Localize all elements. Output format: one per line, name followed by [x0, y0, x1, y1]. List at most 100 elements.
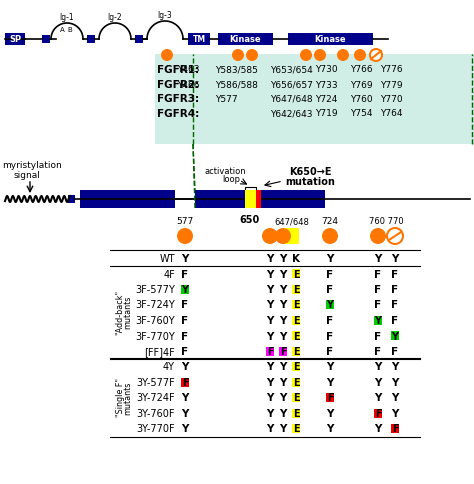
Bar — [292, 270, 300, 278]
Bar — [195, 191, 325, 209]
Text: Y776: Y776 — [380, 65, 402, 75]
Text: signal: signal — [14, 170, 41, 179]
Bar — [218, 34, 273, 46]
Circle shape — [177, 228, 193, 244]
Text: Y: Y — [266, 424, 273, 434]
Text: F: F — [182, 377, 188, 387]
Text: F: F — [392, 346, 399, 356]
Bar — [374, 408, 382, 418]
Text: Y: Y — [279, 316, 287, 325]
Text: Y719: Y719 — [315, 109, 337, 118]
Circle shape — [246, 50, 258, 62]
Text: Y: Y — [374, 362, 382, 372]
Text: Y: Y — [266, 316, 273, 325]
Text: 3F-577Y: 3F-577Y — [135, 285, 175, 294]
Text: 3Y-724F: 3Y-724F — [137, 393, 175, 403]
Text: E: E — [292, 316, 299, 325]
Bar — [292, 285, 300, 294]
Bar — [245, 191, 256, 209]
Circle shape — [354, 50, 366, 62]
Text: "Single F": "Single F" — [116, 378, 125, 417]
Text: Y642/643: Y642/643 — [270, 109, 312, 118]
Circle shape — [262, 228, 278, 244]
Text: E: E — [292, 285, 299, 294]
Bar — [68, 196, 75, 204]
Text: 724: 724 — [321, 217, 338, 226]
Text: E: E — [292, 377, 299, 387]
Text: Y: Y — [279, 331, 287, 341]
Bar — [326, 301, 334, 309]
Bar — [292, 393, 300, 402]
Text: Y: Y — [374, 393, 382, 403]
Text: F: F — [392, 316, 399, 325]
Bar — [155, 55, 474, 145]
Text: F: F — [392, 269, 399, 279]
Circle shape — [387, 228, 403, 244]
Text: F: F — [327, 316, 334, 325]
Text: mutants: mutants — [124, 380, 133, 414]
Bar — [292, 378, 300, 387]
Text: F: F — [374, 300, 382, 310]
Text: F: F — [392, 300, 399, 310]
Text: Y: Y — [279, 408, 287, 418]
Text: F: F — [182, 331, 189, 341]
Text: Y730: Y730 — [315, 65, 337, 75]
Text: E: E — [292, 362, 299, 372]
Bar — [87, 36, 95, 44]
Text: Ig-1: Ig-1 — [60, 14, 74, 22]
Text: Y: Y — [327, 300, 334, 310]
Text: Y: Y — [279, 393, 287, 403]
Text: Y: Y — [266, 331, 273, 341]
Text: F: F — [374, 346, 382, 356]
Text: Y: Y — [182, 362, 189, 372]
Text: Y: Y — [279, 424, 287, 434]
Bar — [292, 301, 300, 309]
Text: myristylation: myristylation — [2, 160, 62, 169]
Bar — [42, 36, 50, 44]
Text: Y: Y — [279, 300, 287, 310]
Text: 760 770: 760 770 — [369, 217, 403, 226]
Bar — [279, 347, 287, 356]
Text: Kinase: Kinase — [229, 35, 261, 45]
Text: Y: Y — [182, 254, 189, 263]
Bar — [135, 36, 143, 44]
Text: Y: Y — [266, 300, 273, 310]
Text: loop: loop — [222, 175, 240, 184]
Text: SP: SP — [9, 35, 21, 45]
Text: Y: Y — [266, 254, 273, 263]
Text: Y: Y — [182, 393, 189, 403]
Circle shape — [275, 228, 291, 244]
Text: Y466: Y466 — [177, 80, 200, 90]
Text: E: E — [292, 424, 299, 434]
Text: Ig-2: Ig-2 — [108, 14, 122, 22]
Text: mutants: mutants — [124, 295, 133, 329]
Text: Y: Y — [392, 377, 399, 387]
Text: Y: Y — [266, 408, 273, 418]
Text: E: E — [292, 300, 299, 310]
Bar — [292, 316, 300, 325]
Text: 3Y-577F: 3Y-577F — [136, 377, 175, 387]
Text: Y: Y — [326, 362, 334, 372]
Text: F: F — [374, 285, 382, 294]
Text: Y: Y — [392, 362, 399, 372]
Text: [FF]4F: [FF]4F — [144, 346, 175, 356]
Bar — [292, 347, 300, 356]
Text: Y: Y — [266, 377, 273, 387]
Circle shape — [337, 50, 349, 62]
Bar — [374, 316, 382, 325]
Text: Y760: Y760 — [350, 94, 373, 103]
Text: FGFR3:: FGFR3: — [157, 94, 199, 104]
Text: E: E — [292, 346, 299, 356]
Text: E: E — [292, 269, 299, 279]
Text: Y770: Y770 — [380, 94, 402, 103]
Bar — [292, 362, 300, 371]
Bar — [266, 347, 274, 356]
Text: F: F — [327, 269, 334, 279]
Text: 647/648: 647/648 — [274, 217, 310, 226]
Text: Y: Y — [266, 269, 273, 279]
Bar — [188, 34, 210, 46]
Text: Y: Y — [279, 254, 287, 263]
Text: Y: Y — [266, 362, 273, 372]
Text: Y: Y — [266, 393, 273, 403]
Text: Y: Y — [374, 254, 382, 263]
